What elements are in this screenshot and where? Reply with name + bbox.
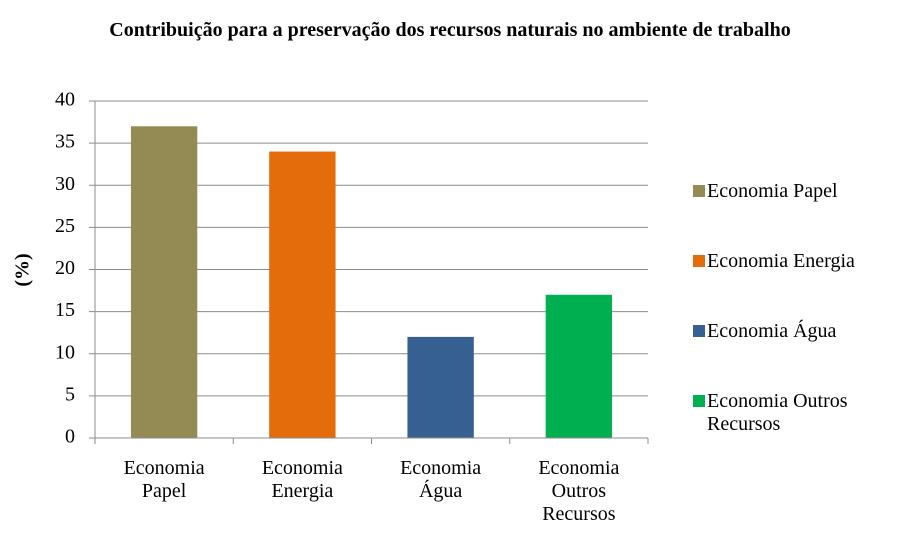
- x-tick-label: Economia Energia: [261, 457, 343, 502]
- x-tick-label: Economia Água: [400, 457, 482, 502]
- legend-label: Economia Energia: [707, 250, 855, 272]
- y-tick-label: 10: [55, 341, 75, 363]
- legend-label: Economia Outros Recursos: [707, 390, 848, 435]
- y-tick-label: 25: [55, 215, 75, 237]
- bar: [130, 126, 198, 439]
- chart-title: Contribuição para a preservação dos recu…: [109, 19, 791, 41]
- legend-swatch: [693, 185, 705, 197]
- y-tick-label: 15: [55, 299, 75, 321]
- legend-swatch: [693, 325, 705, 337]
- x-tick-label: Economia Papel: [123, 457, 205, 502]
- bar: [269, 151, 336, 439]
- y-tick-label: 40: [55, 89, 75, 111]
- y-tick-label: 30: [55, 173, 75, 195]
- legend-swatch: [693, 395, 705, 407]
- legend-swatch: [693, 255, 705, 267]
- y-tick-label: 5: [65, 383, 75, 405]
- legend-label: Economia Água: [707, 320, 837, 342]
- y-axis-label: (%): [12, 253, 34, 286]
- bar: [545, 294, 613, 438]
- y-tick-label: 20: [55, 257, 75, 279]
- bar: [407, 336, 474, 438]
- y-tick-label: 0: [65, 426, 75, 448]
- legend-label: Economia Papel: [707, 180, 838, 202]
- x-tick-label: Economia Outros Recursos: [538, 457, 620, 525]
- y-tick-label: 35: [55, 131, 75, 153]
